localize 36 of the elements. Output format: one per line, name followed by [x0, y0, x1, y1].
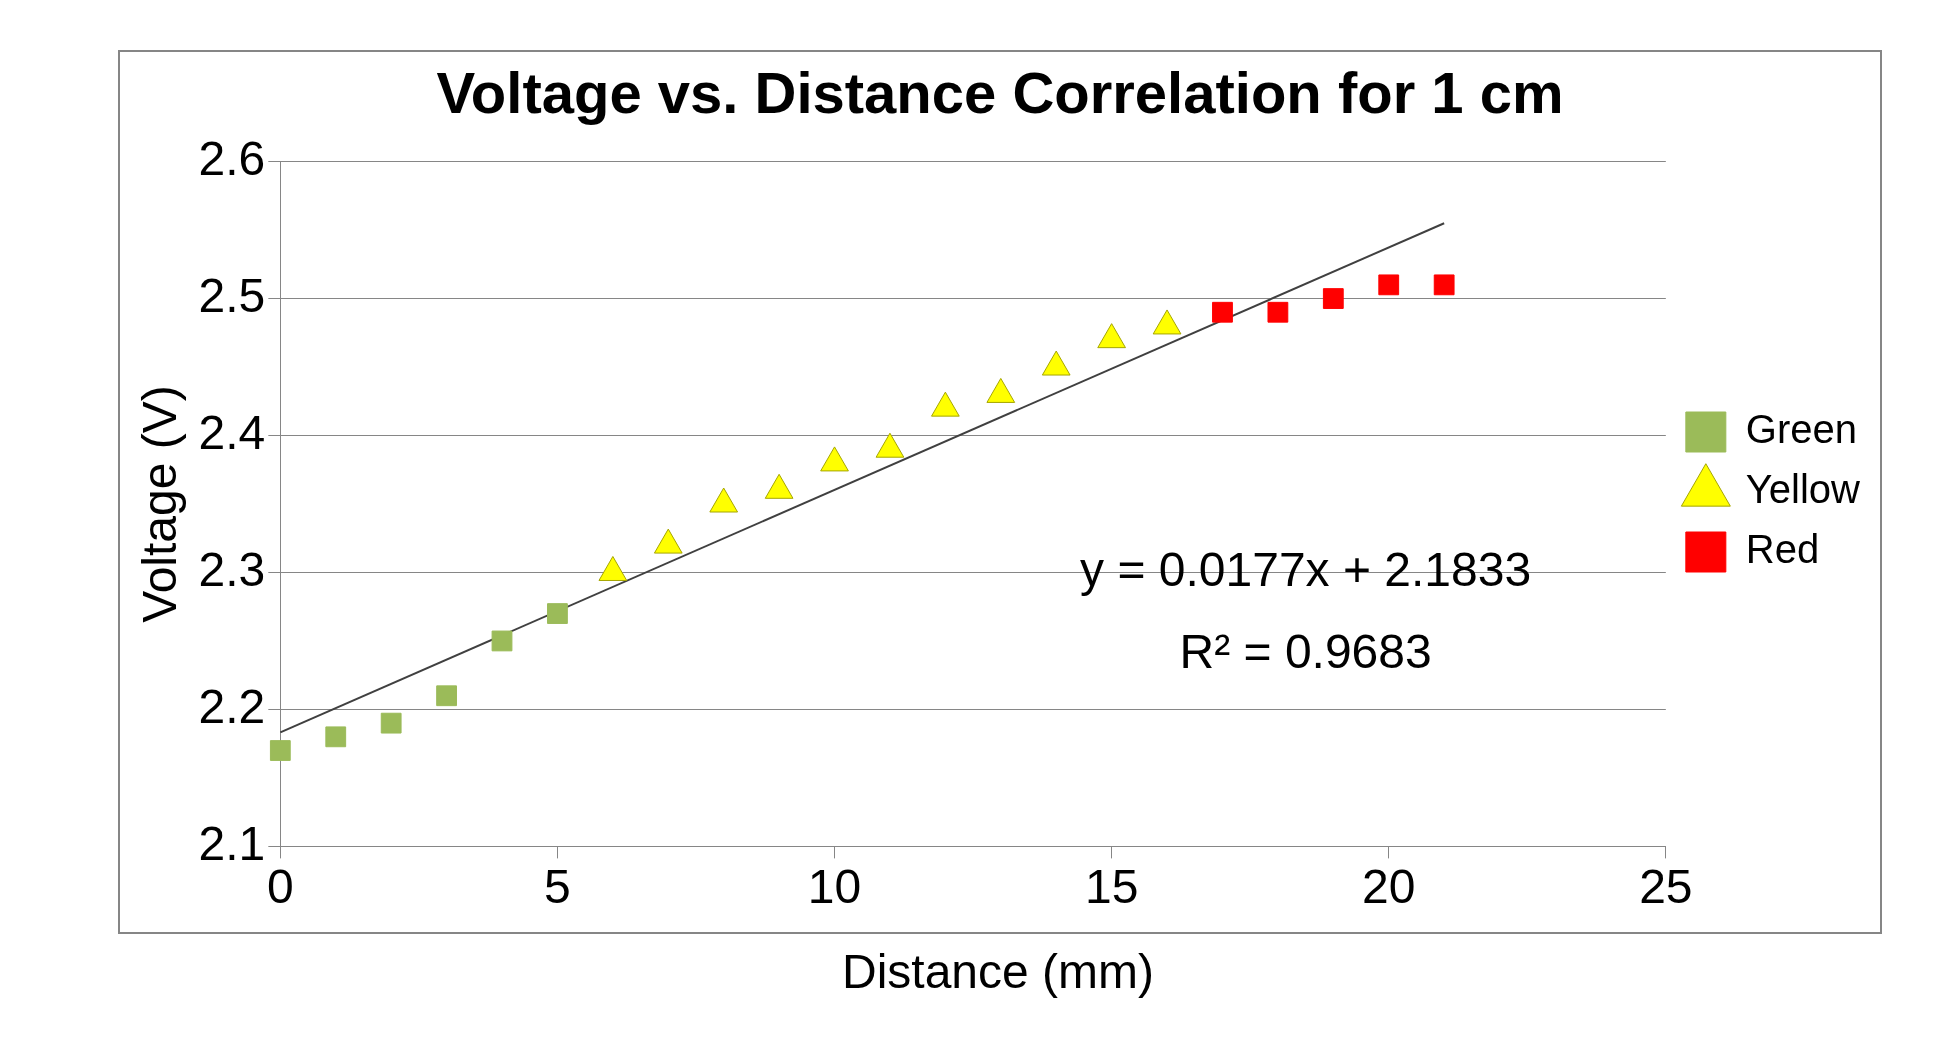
point	[269, 740, 291, 761]
point	[653, 528, 683, 554]
annotation: R² = 0.9683	[1179, 624, 1432, 678]
y-axis-title: Voltage (V)	[133, 385, 187, 623]
y-tick-label: 2.5	[198, 268, 266, 322]
x-tick-label: 25	[1639, 860, 1693, 914]
point	[875, 432, 905, 458]
y-tick-label: 2.1	[198, 816, 266, 870]
point	[380, 712, 402, 734]
chart-title: Voltage vs. Distance Correlation for 1 cm	[436, 59, 1564, 125]
point	[436, 685, 457, 707]
x-tick-label: 15	[1084, 860, 1139, 914]
point	[986, 377, 1016, 403]
annotation: y = 0.0177x + 2.1833	[1080, 542, 1532, 596]
legend-label: Yellow	[1745, 467, 1861, 512]
point	[1152, 309, 1182, 335]
y-tick-label: 2.6	[198, 131, 266, 185]
legend-label: Green	[1745, 407, 1858, 452]
y-tick-label: 2.3	[198, 542, 266, 596]
y-tick-label: 2.4	[198, 405, 266, 459]
point	[820, 446, 849, 472]
point	[491, 630, 513, 652]
point	[709, 487, 739, 513]
legend-label: Red	[1745, 527, 1820, 572]
x-axis-title: Distance (mm)	[841, 944, 1155, 999]
point	[325, 726, 347, 748]
point	[1097, 323, 1126, 349]
x-tick-label: 0	[266, 860, 294, 914]
point	[547, 603, 568, 624]
x-tick-label: 10	[807, 860, 862, 914]
point	[1041, 350, 1071, 376]
y-tick-label: 2.2	[198, 679, 266, 733]
x-tick-label: 5	[544, 860, 571, 914]
point	[931, 391, 960, 417]
x-tick-label: 20	[1362, 860, 1416, 914]
point	[764, 473, 794, 499]
